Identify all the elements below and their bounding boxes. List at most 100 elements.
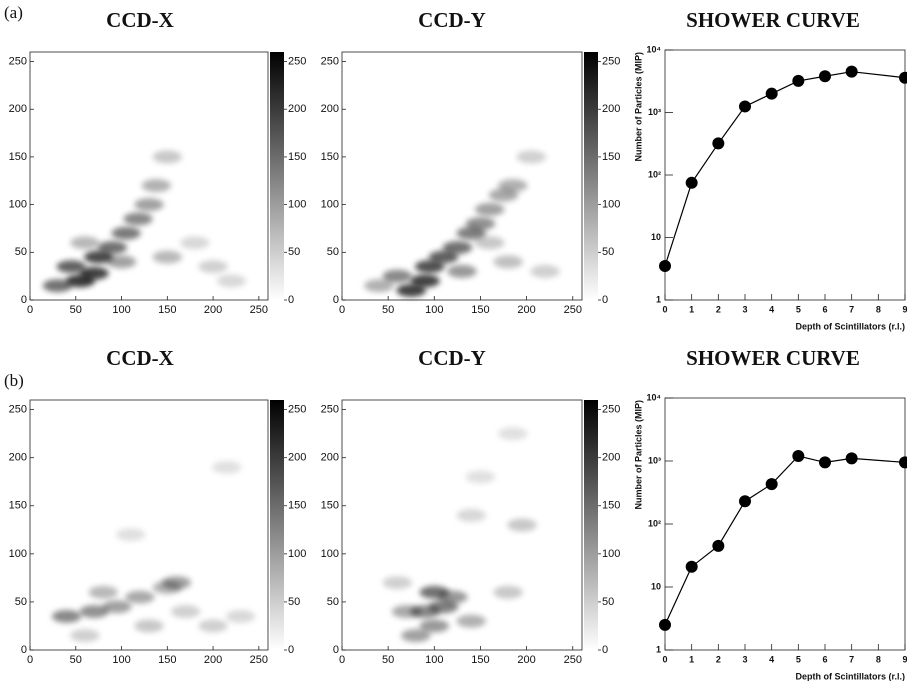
plot-frame [29,399,269,651]
chart-title: CCD-X [106,346,174,370]
colorbar-tick-label: 50 [602,596,614,608]
y-tick-label: 100 [9,199,27,211]
colorbar-tick-label: 250 [602,55,620,67]
intensity-blob [493,585,523,599]
x-tick-label: 0 [662,304,667,314]
colorbar-tick-label: 150 [602,151,620,163]
x-tick-label: 5 [796,304,801,314]
x-tick-label: 150 [158,304,176,316]
data-point [712,137,725,150]
x-tick-label: 100 [425,654,443,666]
y-tick-label: 250 [321,404,339,416]
y-tick-label: 200 [321,452,339,464]
colorbar-tick-label: 50 [288,246,300,258]
intensity-blob [225,609,256,623]
intensity-blob [364,279,394,293]
intensity-blob [516,150,546,164]
x-tick-label: 0 [27,304,33,316]
x-tick-label: 4 [769,304,774,314]
y-tick-label: 0 [333,294,339,306]
y-tick-label: 50 [15,596,27,608]
colorbar-tick-label: 100 [602,548,620,560]
colorbar-tick-label: 200 [288,452,306,464]
x-tick-label: 200 [517,654,535,666]
intensity-blob [442,241,473,255]
y-tick-label: 0 [21,294,27,306]
x-tick-label: 8 [876,304,881,314]
y-tick-label: 250 [9,55,27,67]
intensity-blob [414,260,445,274]
y-tick-label: 100 [321,548,339,560]
data-point [765,478,778,491]
intensity-blob [410,274,440,288]
y-tick-label: 250 [9,404,27,416]
data-point [899,456,907,469]
x-tick-label: 9 [902,304,907,314]
y-tick-label: 150 [321,151,339,163]
y-tick-label: 10³ [648,107,661,117]
y-tick-label: 150 [321,500,339,512]
y-tick-label: 100 [321,199,339,211]
x-tick-label: 150 [471,304,489,316]
y-tick-label: 200 [321,103,339,115]
intensity-blob [180,236,210,250]
intensity-blob [84,250,114,264]
x-tick-label: 4 [769,654,774,664]
y-tick-label: 0 [21,644,27,656]
x-tick-label: 3 [742,654,747,664]
x-tick-label: 100 [425,304,443,316]
intensity-blob [456,614,486,628]
y-tick-label: 10³ [648,455,661,465]
y-tick-label: 10² [648,169,661,179]
x-tick-label: 7 [849,304,854,314]
intensity-blob [498,427,528,441]
colorbar-tick-label: 200 [602,452,620,464]
x-tick-label: 7 [849,654,854,664]
colorbar-tick-label: 100 [288,199,306,211]
intensity-blob [198,260,228,274]
colorbar-tick-label: 250 [602,404,620,416]
intensity-blob [134,198,164,212]
y-tick-label: 50 [327,246,339,258]
intensity-blob [111,226,141,240]
x-tick-label: 50 [382,654,394,666]
intensity-blob [106,255,137,269]
intensity-blob [161,576,192,590]
colorbar-tick-label: 0 [602,644,608,656]
intensity-blob [391,605,422,618]
intensity-blob [88,585,118,599]
intensity-blob [70,629,100,642]
intensity-blob [198,619,228,633]
intensity-blob [216,274,247,288]
data-point [792,74,805,87]
plot-frame [664,397,906,651]
intensity-blob [79,605,109,618]
colorbar-tick-label: 200 [288,103,306,115]
intensity-blob [70,236,100,250]
x-tick-label: 8 [876,654,881,664]
intensity-blob [212,460,242,474]
x-tick-label: 0 [27,654,33,666]
y-tick-label: 10 [651,232,661,242]
x-tick-label: 100 [112,654,130,666]
x-tick-label: 0 [339,304,345,316]
intensity-blob [498,179,528,193]
chart-title: CCD-X [106,8,174,32]
x-tick-label: 250 [564,654,582,666]
intensity-blob [170,605,201,618]
intensity-blob [152,250,182,264]
x-tick-label: 200 [204,304,222,316]
x-tick-label: 1 [689,304,694,314]
intensity-blob [456,508,486,522]
chart-title: SHOWER CURVE [686,346,860,370]
intensity-blob [507,518,537,532]
y-tick-label: 1 [656,294,661,304]
y-tick-label: 100 [9,548,27,560]
x-tick-label: 150 [471,654,489,666]
intensity-blob [125,590,155,604]
colorbar-tick-label: 150 [288,151,306,163]
colorbar-tick-label: 0 [288,294,294,306]
colorbar-tick-label: 0 [288,644,294,656]
chart-title: CCD-Y [418,8,486,32]
colorbar-tick-label: 150 [602,500,620,512]
